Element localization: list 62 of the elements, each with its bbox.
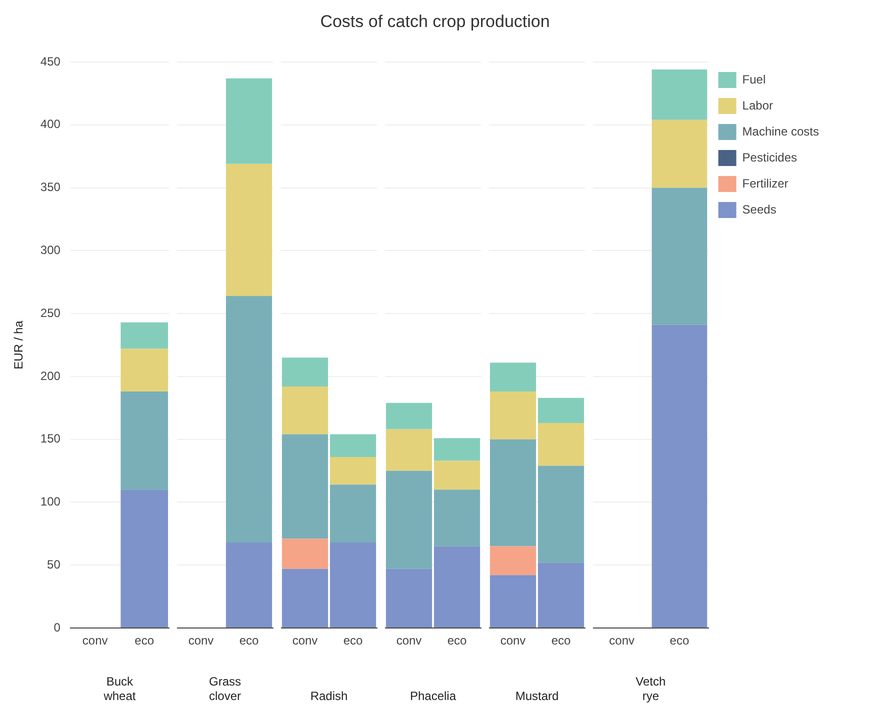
x-tick-label: eco [343, 634, 363, 648]
bar [282, 434, 328, 539]
legend-label: Labor [742, 98, 774, 112]
x-tick-label: eco [447, 634, 467, 648]
bar [330, 434, 376, 457]
bar [490, 546, 536, 576]
bar [282, 538, 328, 569]
bar [386, 470, 432, 569]
bar [434, 460, 480, 490]
y-tick-label: 200 [40, 368, 61, 383]
bar [330, 456, 376, 485]
bar [330, 484, 376, 542]
bar [330, 542, 376, 628]
y-tick-label: 400 [40, 117, 61, 132]
legend-label: Seeds [742, 202, 776, 216]
bar [490, 362, 536, 392]
x-tick-label: conv [609, 634, 635, 648]
x-axis-title: Mustard [515, 689, 559, 704]
bar [538, 398, 584, 423]
legend-label: Machine costs [742, 124, 820, 138]
bar [434, 546, 480, 628]
y-tick-label: 300 [40, 242, 61, 257]
legend-label: Fertilizer [742, 176, 788, 190]
x-axis-title: Radish [310, 689, 348, 704]
y-tick-label: 0 [54, 620, 61, 634]
bar [490, 392, 536, 440]
bar [282, 386, 328, 434]
x-tick-label: eco [239, 634, 259, 648]
x-axis-title: Buck wheat [102, 674, 136, 704]
bar [538, 466, 584, 563]
bar [538, 422, 584, 466]
x-tick-label: eco [670, 634, 690, 648]
x-axis-title: Vetch rye [636, 674, 666, 704]
x-tick-label: conv [396, 634, 422, 648]
bar [490, 439, 536, 546]
legend-label: Fuel [742, 72, 766, 86]
y-axis-title: EUR / ha [12, 320, 26, 370]
bar [386, 429, 432, 471]
x-tick-label: conv [292, 634, 318, 648]
x-tick-label: eco [551, 634, 571, 648]
bar [490, 575, 536, 628]
y-tick-label: 350 [40, 180, 61, 194]
bar [538, 562, 584, 628]
y-tick-label: 50 [47, 557, 61, 572]
x-tick-label: eco [134, 634, 154, 648]
x-tick-label: conv [188, 634, 214, 648]
y-tick-label: 150 [40, 432, 61, 446]
y-tick-label: 450 [40, 54, 61, 68]
bar [386, 402, 432, 430]
y-tick-label: 250 [40, 306, 61, 320]
bar [434, 490, 480, 546]
x-axis-title: Grass clover [208, 674, 242, 704]
x-tick-label: conv [500, 634, 526, 648]
x-tick-label: conv [82, 634, 108, 648]
x-axis-title: Phacelia [410, 689, 456, 704]
bar [282, 568, 328, 628]
bar [386, 568, 432, 628]
bar [282, 358, 328, 387]
y-tick-label: 100 [40, 494, 61, 509]
chart-title: Costs of catch crop production [319, 12, 551, 32]
legend-label: Pesticides [742, 150, 798, 164]
bar [434, 438, 480, 461]
